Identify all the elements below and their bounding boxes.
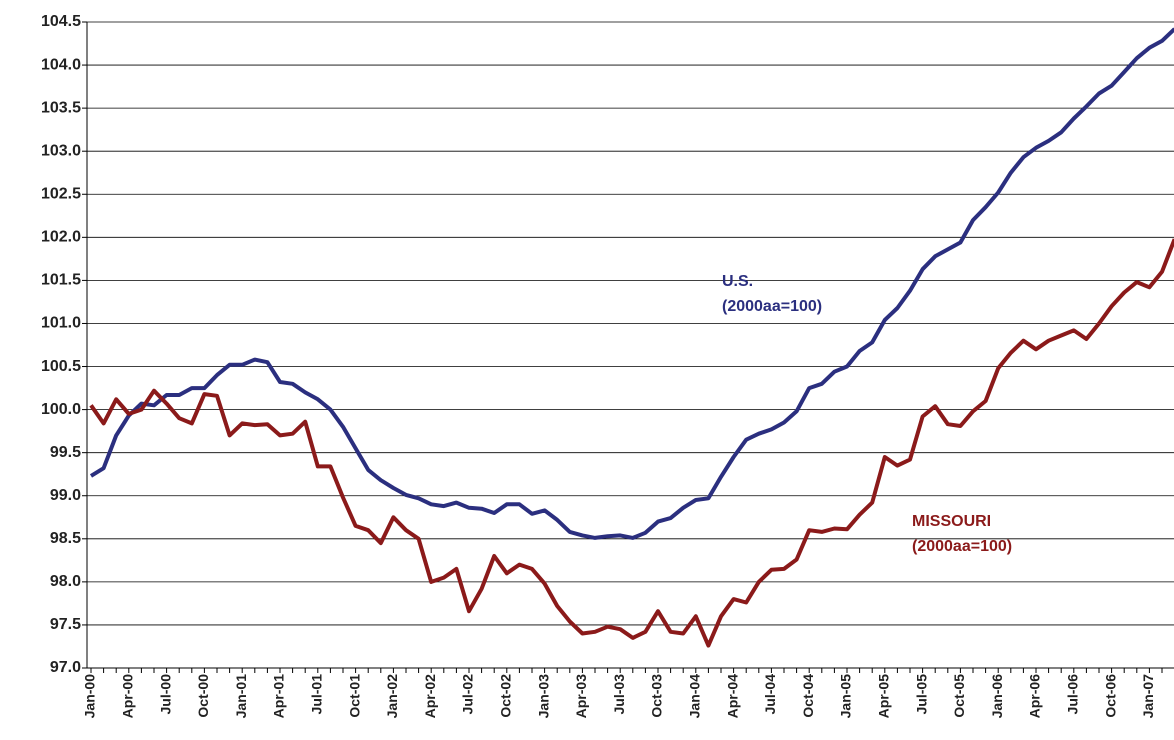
x-tick-label: Apr-00 <box>120 674 136 719</box>
series-note: (2000aa=100) <box>722 298 822 315</box>
x-tick-label: Jan-06 <box>989 674 1005 719</box>
x-tick-label: Jan-04 <box>687 674 703 719</box>
y-tick-label: 101.5 <box>41 272 81 289</box>
x-tick-label: Jan-00 <box>82 674 98 719</box>
x-tick-label: Jan-02 <box>384 674 400 719</box>
y-tick-label: 104.0 <box>41 56 81 73</box>
x-tick-label: Jul-04 <box>762 674 778 715</box>
y-tick-label: 102.0 <box>41 229 81 246</box>
x-tick-label: Jul-02 <box>460 674 476 715</box>
x-tick-label: Oct-03 <box>649 674 665 718</box>
x-tick-label: Jul-01 <box>309 674 325 715</box>
series-line <box>89 238 1174 648</box>
series-line <box>89 27 1174 540</box>
y-tick-label: 103.5 <box>41 99 81 116</box>
x-tick-label: Jan-03 <box>535 674 551 719</box>
x-tick-label: Oct-02 <box>498 674 514 718</box>
x-tick-label: Apr-04 <box>724 674 740 719</box>
y-tick-label: 98.0 <box>50 573 81 590</box>
x-tick-label: Oct-01 <box>346 674 362 718</box>
y-tick-label: 103.0 <box>41 142 81 159</box>
y-tick-label: 98.5 <box>50 530 81 547</box>
x-tick-label: Oct-04 <box>800 674 816 718</box>
x-tick-label: Jul-05 <box>913 674 929 715</box>
series-label: MISSOURI <box>912 513 991 530</box>
x-tick-label: Oct-00 <box>195 674 211 718</box>
x-tick-label: Oct-05 <box>951 674 967 718</box>
x-tick-label: Apr-02 <box>422 674 438 719</box>
x-tick-label: Apr-03 <box>573 674 589 719</box>
y-tick-label: 101.0 <box>41 315 81 332</box>
x-tick-label: Jul-00 <box>157 674 173 715</box>
x-tick-label: Apr-05 <box>876 674 892 719</box>
series-note: (2000aa=100) <box>912 538 1012 555</box>
x-tick-label: Jan-01 <box>233 674 249 719</box>
y-tick-label: 102.5 <box>41 185 81 202</box>
x-tick-label: Apr-06 <box>1027 674 1043 719</box>
x-tick-label: Jan-05 <box>838 674 854 719</box>
y-tick-label: 100.5 <box>41 358 81 375</box>
y-tick-label: 104.5 <box>41 13 81 30</box>
x-tick-label: Oct-06 <box>1102 674 1118 718</box>
y-tick-label: 99.0 <box>50 487 81 504</box>
series-label: U.S. <box>722 273 753 290</box>
y-tick-label: 97.5 <box>50 616 81 633</box>
y-tick-label: 100.0 <box>41 401 81 418</box>
x-tick-label: Jan-07 <box>1140 674 1156 719</box>
x-tick-label: Jul-06 <box>1065 674 1081 715</box>
y-tick-label: 99.5 <box>50 444 81 461</box>
x-tick-label: Apr-01 <box>271 674 287 719</box>
x-tick-label: Jul-03 <box>611 674 627 715</box>
y-tick-label: 97.0 <box>50 659 81 676</box>
